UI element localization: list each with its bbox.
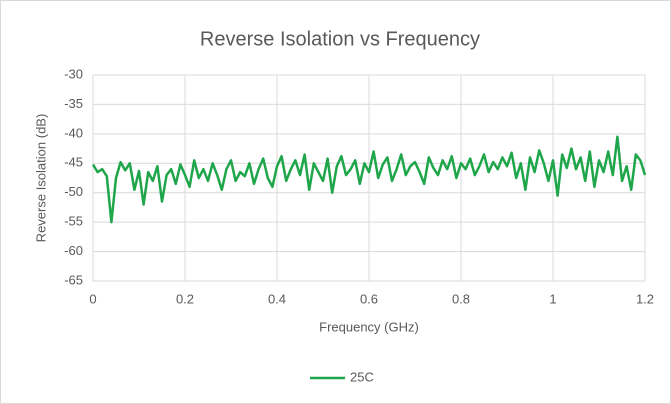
- x-axis-label: Frequency (GHz): [319, 319, 419, 334]
- x-tick-label: 0.6: [360, 291, 378, 306]
- chart-title: Reverse Isolation vs Frequency: [200, 28, 480, 50]
- y-tick-label: -45: [64, 155, 83, 170]
- x-tick-label: 0.2: [176, 291, 194, 306]
- data-line: [91, 135, 647, 224]
- y-tick-label: -55: [64, 214, 83, 229]
- x-tick-label: 1: [549, 291, 556, 306]
- y-axis-label: Reverse Isolation (dB): [33, 114, 48, 243]
- y-tick-label: -40: [64, 125, 83, 140]
- y-tick-label: -30: [64, 66, 83, 81]
- y-tick-label: -35: [64, 96, 83, 111]
- y-tick-label: -50: [64, 184, 83, 199]
- y-tick-label: -60: [64, 243, 83, 258]
- x-tick-label: 0.8: [452, 291, 470, 306]
- x-tick-label: 1.2: [636, 291, 654, 306]
- y-tick-label: -65: [64, 272, 83, 287]
- x-tick-label: 0.4: [268, 291, 286, 306]
- legend-label: 25C: [350, 369, 374, 384]
- x-tick-label: 0: [89, 291, 96, 306]
